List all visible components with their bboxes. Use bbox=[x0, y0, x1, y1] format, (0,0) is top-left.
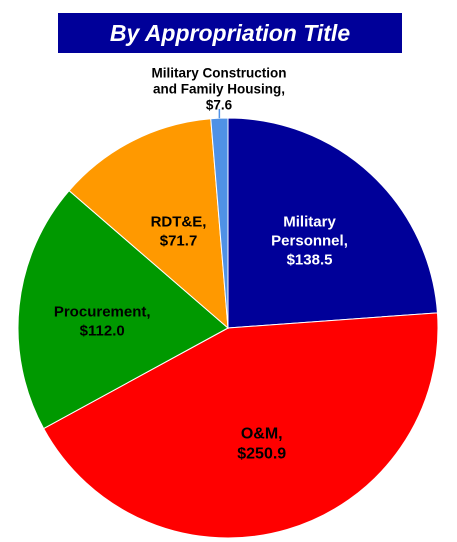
pie-slice-o-m bbox=[42, 312, 439, 539]
slice-label-line: Procurement, bbox=[54, 304, 151, 321]
pie-slice-military-personnel bbox=[227, 117, 438, 329]
slice-label-line: $7.6 bbox=[206, 98, 233, 113]
chart-title-bar: By Appropriation Title bbox=[58, 13, 402, 53]
slice-label: Procurement, $112.0 bbox=[54, 304, 151, 340]
slice-label: Military Personnel, $138.5 bbox=[271, 214, 348, 269]
pie-slice-procurement bbox=[17, 189, 229, 430]
slice-label: Military Construction and Family Housing,… bbox=[151, 66, 286, 113]
slice-label-line: Military Construction bbox=[151, 66, 286, 81]
slice-label-line: and Family Housing, bbox=[153, 82, 285, 97]
slice-label: O&M, $250.9 bbox=[237, 425, 286, 462]
pie-slice-rdt-e bbox=[68, 118, 229, 330]
slice-label-line: Military bbox=[283, 214, 336, 231]
slice-label-line: $250.9 bbox=[237, 445, 286, 462]
slice-label: RDT&E, $71.7 bbox=[151, 213, 207, 249]
slice-label-line: Personnel, bbox=[271, 233, 348, 250]
slice-label-line: $71.7 bbox=[160, 232, 198, 249]
slice-label-line: O&M, bbox=[241, 425, 283, 442]
slice-label-line: $138.5 bbox=[287, 252, 333, 269]
slice-label-line: RDT&E, bbox=[151, 213, 207, 230]
slice-label-line: $112.0 bbox=[80, 323, 125, 340]
chart-title: By Appropriation Title bbox=[109, 19, 351, 46]
